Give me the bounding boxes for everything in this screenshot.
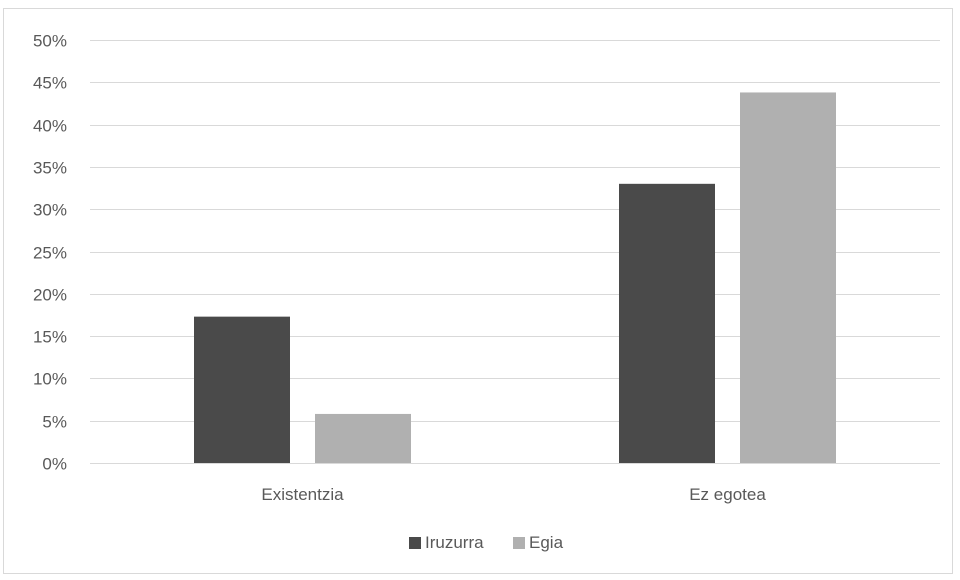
y-tick-label: 45%: [33, 74, 67, 93]
category-label: Ez egotea: [689, 485, 766, 504]
legend-label-egia: Egia: [529, 533, 564, 552]
y-tick-label: 0%: [42, 455, 67, 474]
bar-egia-2: [740, 92, 836, 464]
legend-label-iruzurra: Iruzurra: [425, 533, 484, 552]
y-tick-label: 20%: [33, 286, 67, 305]
bar-egia-1: [315, 413, 411, 463]
legend-swatch-iruzurra: [409, 537, 421, 549]
y-tick-label: 5%: [42, 413, 67, 432]
category-label: Existentzia: [261, 485, 344, 504]
y-tick-label: 10%: [33, 370, 67, 389]
y-tick-label: 35%: [33, 159, 67, 178]
bar-iruzurra-2: [619, 183, 715, 463]
y-tick-label: 25%: [33, 244, 67, 263]
legend-swatch-egia: [513, 537, 525, 549]
y-tick-label: 15%: [33, 328, 67, 347]
y-tick-label: 30%: [33, 201, 67, 220]
bar-iruzurra-1: [194, 316, 290, 463]
y-tick-label: 50%: [33, 32, 67, 51]
y-tick-label: 40%: [33, 117, 67, 136]
